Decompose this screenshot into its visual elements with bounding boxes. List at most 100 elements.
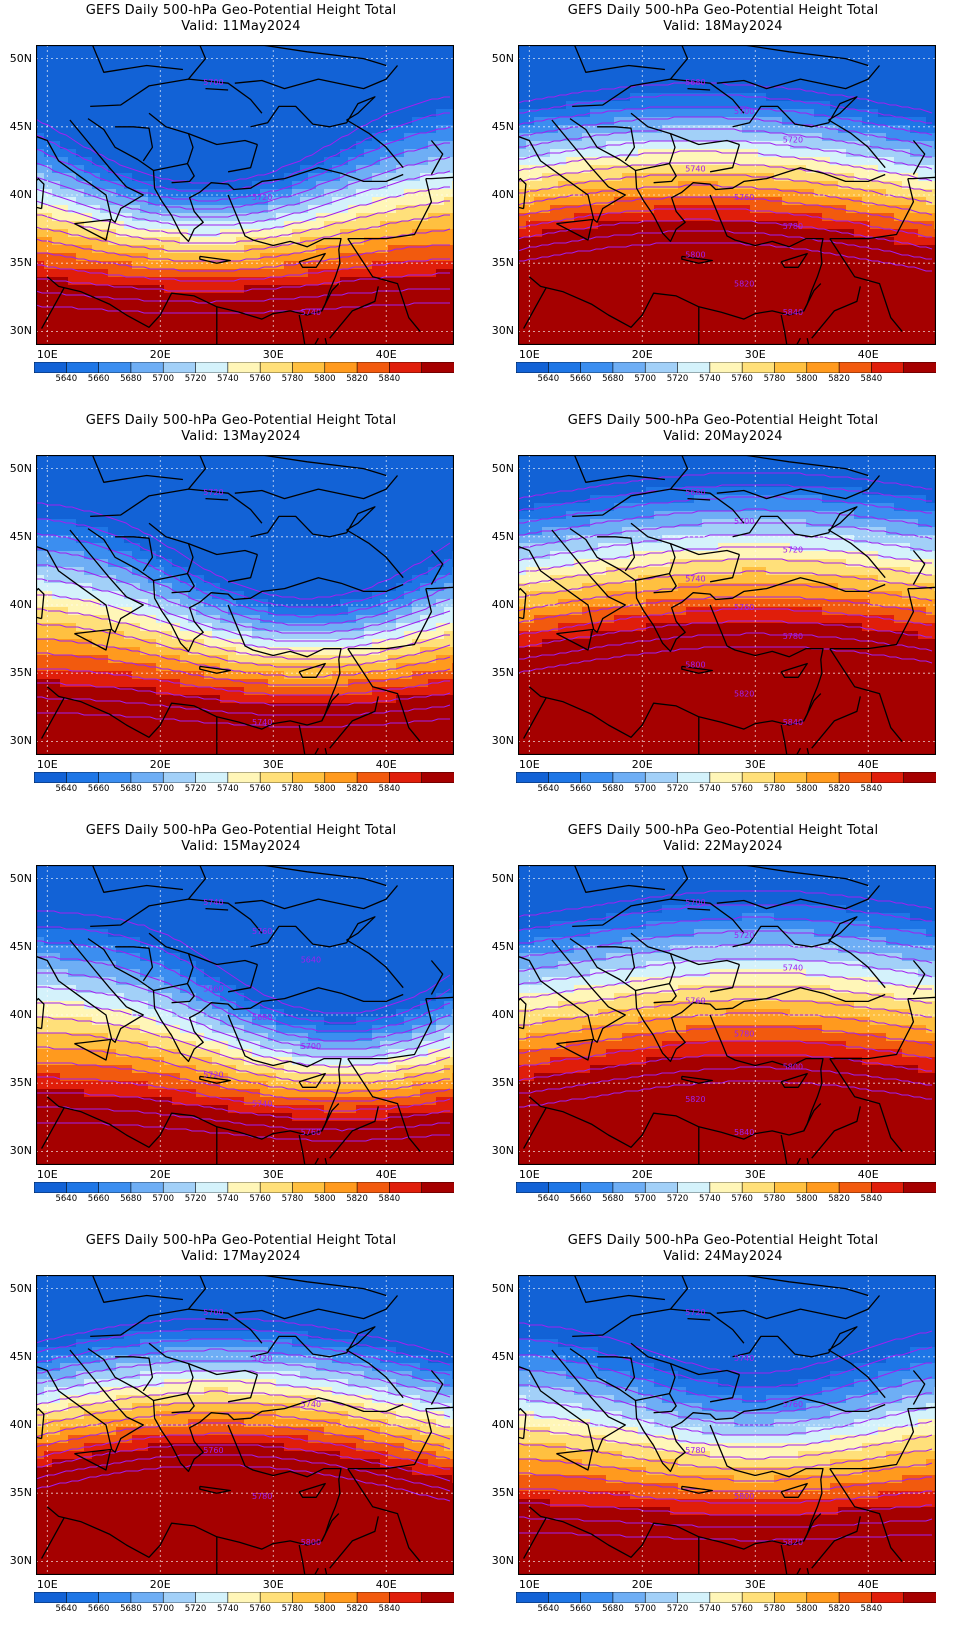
contour-label: 5700: [301, 1042, 321, 1051]
colorbar-swatch: [644, 362, 679, 373]
colorbar-label: 5700: [634, 1604, 657, 1614]
colorbar-swatch: [389, 772, 423, 783]
colorbar-label: 5680: [120, 1604, 142, 1614]
colorbar-swatch: [162, 772, 197, 783]
colorbar-label: 5840: [860, 1604, 883, 1614]
lat-tick-label: 30N: [491, 1144, 514, 1158]
lat-tick-label: 45N: [491, 119, 514, 133]
colorbar-swatch: [98, 772, 132, 783]
colorbar-swatch: [644, 1592, 679, 1603]
lon-tick-label: 20E: [631, 348, 653, 361]
colorbar-swatch: [838, 362, 872, 373]
colorbar-swatch: [227, 1592, 261, 1603]
contour-label: 5720: [734, 931, 754, 940]
colorbar-label: 5680: [120, 784, 142, 794]
contour-labels: 5720 5740: [203, 488, 272, 727]
contour-label: 5740: [301, 1400, 321, 1409]
colorbar-label: 5640: [537, 784, 560, 794]
coastlines-and-borders: [36, 45, 454, 345]
colorbar-swatch: [871, 1182, 905, 1193]
contour-lines: [518, 890, 933, 1108]
contour-label: 5820: [734, 279, 754, 288]
colorbar-swatch: [421, 772, 454, 783]
contour-label: 5780: [252, 1492, 272, 1501]
colorbar-swatch: [98, 362, 132, 373]
contour-label: 5760: [301, 1128, 321, 1137]
lon-tick-label: 10E: [518, 758, 540, 771]
colorbar-swatch: [644, 1182, 679, 1193]
lat-tick-label: 50N: [491, 461, 514, 475]
colorbar-label: 5820: [346, 374, 368, 384]
colorbar-swatch: [324, 772, 358, 783]
colorbar-label: 5760: [731, 1604, 753, 1614]
panel-valid-date: Valid: 11May2024: [181, 19, 301, 34]
colorbar-label: 5700: [634, 1194, 657, 1204]
lat-tick-label: 45N: [491, 1349, 514, 1363]
colorbar-swatch: [709, 1592, 743, 1603]
colorbar-swatch: [195, 1182, 229, 1193]
contour-labels: 5700 5720 5740 5760 5780 5800 5820 5840: [685, 898, 803, 1137]
colorbar: [34, 1592, 454, 1603]
colorbar-label: 5720: [666, 1604, 689, 1614]
map-panel: GEFS Daily 500-hPa Geo-Potential Height …: [0, 0, 482, 410]
colorbar-swatch: [195, 772, 229, 783]
contour-label: 5780: [734, 1029, 754, 1038]
lat-tick-label: 50N: [9, 1281, 32, 1295]
colorbar: [34, 772, 454, 783]
colorbar-swatch: [34, 362, 67, 373]
height-field-map: 5680 5700 5720 5740 5760 5780 5800 5820 5840: [518, 45, 936, 345]
height-field-map: 5720 5740: [36, 455, 454, 755]
lat-tick-label: 40N: [9, 1418, 32, 1431]
contour-label: 5760: [734, 603, 754, 612]
colorbar-label: 5640: [55, 784, 78, 794]
panel-valid-date: Valid: 18May2024: [663, 19, 783, 34]
colorbar-label: 5660: [569, 1604, 592, 1614]
contour-label: 5820: [685, 1095, 705, 1104]
colorbar-label: 5840: [378, 1194, 401, 1204]
colorbar-swatch: [548, 1182, 582, 1193]
colorbar: [34, 1182, 454, 1193]
lon-tick-label: 30E: [262, 758, 284, 771]
colorbar: [516, 1182, 936, 1193]
contour-label: 5760: [685, 997, 705, 1006]
panel-valid-date: Valid: 20May2024: [663, 429, 783, 444]
colorbar-swatch: [162, 1182, 197, 1193]
colorbar-swatch: [741, 362, 776, 373]
colorbar-swatch: [838, 772, 872, 783]
contour-label: 5800: [734, 1492, 754, 1501]
colorbar-label: 5640: [55, 1194, 78, 1204]
colorbar-label: 5760: [249, 374, 271, 384]
colorbar-label: 5720: [184, 1194, 207, 1204]
shaded-field: [518, 1275, 936, 1575]
colorbar-label: 5720: [184, 1604, 207, 1614]
colorbar-label: 5640: [55, 374, 78, 384]
colorbar-label: 5820: [346, 784, 368, 794]
lon-tick-label: 40E: [375, 1168, 397, 1181]
coastlines-and-borders: [518, 455, 936, 755]
gridlines: [518, 1275, 936, 1575]
height-field-map: 5740 5760 5640 5660 5680 5700 5720 5740 5760: [36, 865, 454, 1165]
colorbar-label: 5800: [313, 374, 336, 384]
lon-tick-label: 30E: [744, 758, 766, 771]
colorbar-swatch: [806, 772, 840, 783]
colorbar-swatch: [838, 1592, 872, 1603]
colorbar-label: 5780: [281, 374, 304, 384]
colorbar-label: 5820: [346, 1604, 368, 1614]
contour-label: 5760: [783, 1400, 803, 1409]
colorbar-swatch: [612, 1182, 646, 1193]
colorbar-swatch: [259, 772, 294, 783]
colorbar: [516, 772, 936, 783]
contour-label: 5760: [203, 1446, 223, 1455]
map-frame: [518, 455, 936, 755]
contour-label: 5800: [783, 1062, 803, 1071]
contour-label: 5700: [734, 107, 754, 116]
lon-tick-label: 40E: [375, 1578, 397, 1591]
contour-label: 5720: [685, 1308, 705, 1317]
map-frame: [36, 865, 454, 1165]
contour-label: 5720: [783, 546, 803, 555]
colorbar-label: 5640: [537, 1194, 560, 1204]
map-panel: GEFS Daily 500-hPa Geo-Potential Height …: [482, 0, 964, 410]
gridlines: [518, 865, 936, 1165]
colorbar-label: 5700: [634, 374, 657, 384]
colorbar-label: 5700: [152, 374, 175, 384]
